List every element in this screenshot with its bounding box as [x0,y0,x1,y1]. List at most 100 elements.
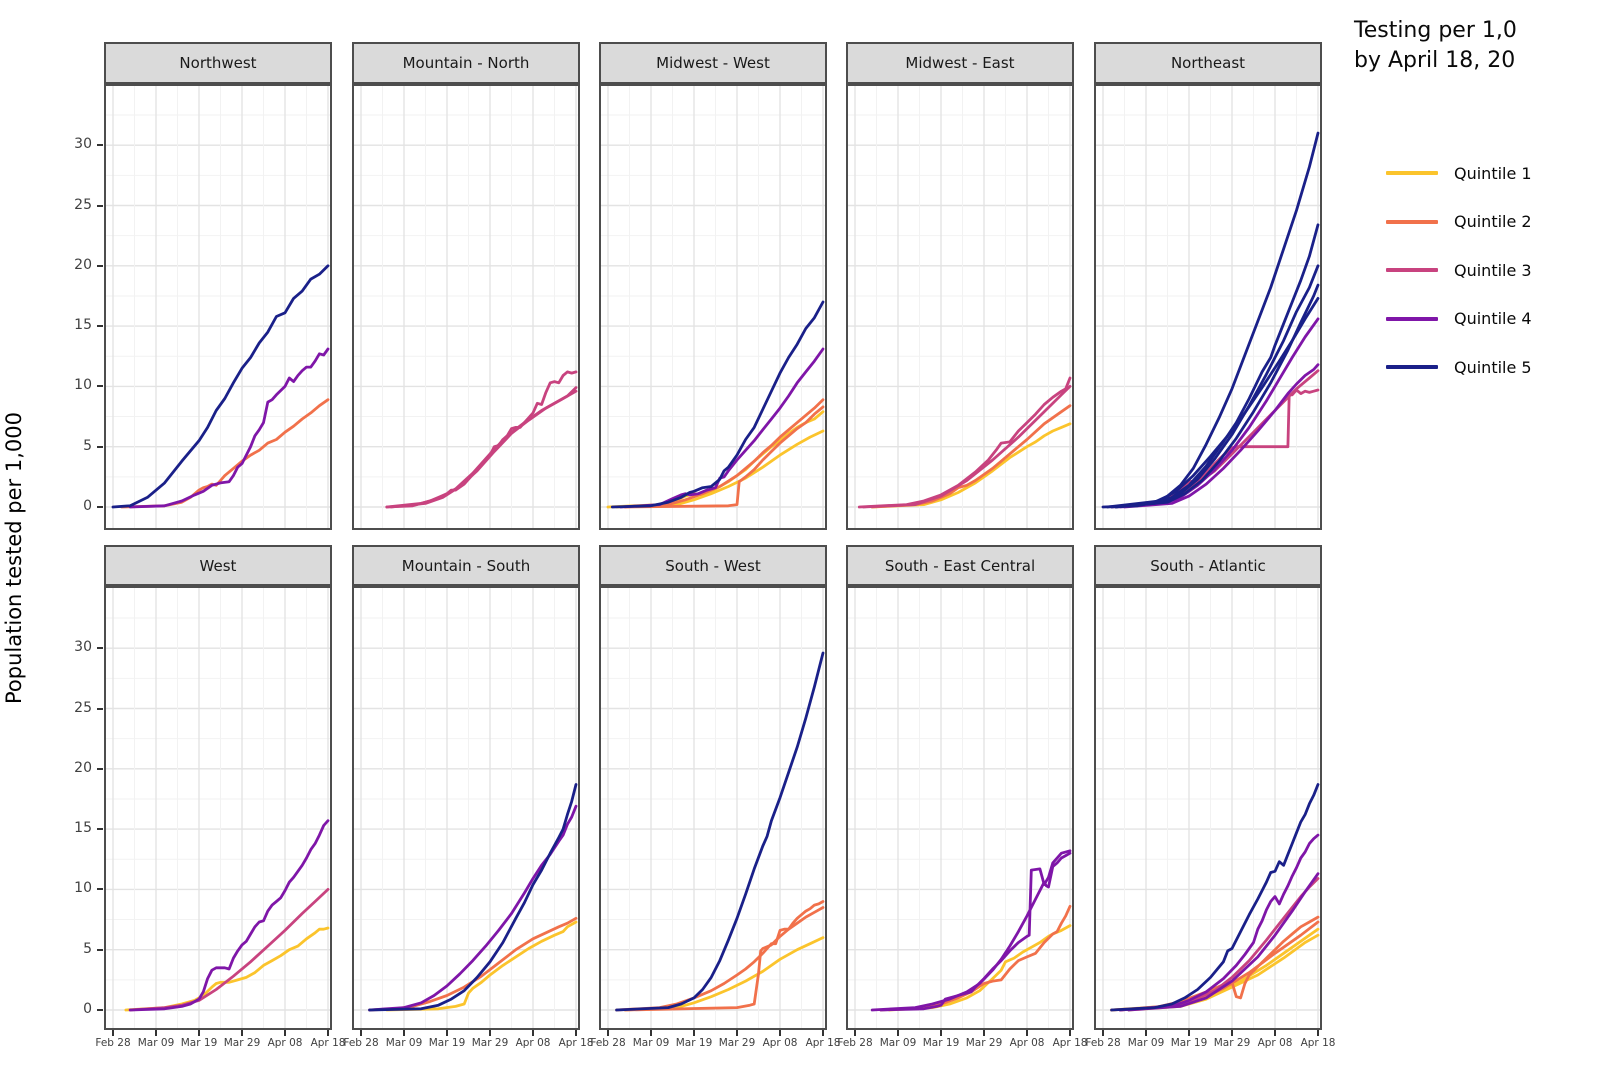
legend-label: Quintile 4 [1454,309,1532,328]
series-line-quintile-1 [870,422,1072,509]
x-tick-label: Apr 18 [1300,1037,1336,1049]
x-tick-mark [446,1030,448,1036]
series-line-quintile-2 [870,404,1072,509]
x-tick-mark [854,1030,856,1036]
series-line-quintile-4 [879,849,1072,1012]
y-tick-mark [97,647,103,650]
series-line-quintile-5 [1114,264,1320,509]
x-tick-mark [1145,1030,1147,1036]
x-tick-label: Mar 29 [471,1037,509,1049]
y-tick-mark [97,828,103,831]
y-tick-label: 30 [74,639,92,656]
facet-panel-mountain-north [352,84,580,530]
x-tick-mark [112,1030,114,1036]
x-tick-mark [575,1030,577,1036]
facet-panel-south-east-central [846,586,1074,1030]
x-tick-label: Mar 29 [1213,1037,1251,1049]
facet-panel-northwest [104,84,332,530]
series-line-quintile-5 [1110,783,1320,1012]
x-tick-label: Apr 18 [805,1037,841,1049]
series-line-quintile-5 [1101,131,1320,509]
x-tick-label: Apr 18 [558,1037,594,1049]
x-tick-label: Apr 18 [1052,1037,1088,1049]
legend-swatch [1386,316,1438,321]
series-line-quintile-5 [368,783,578,1012]
series-line-quintile-2 [623,405,825,509]
y-tick-mark [97,325,103,328]
series-line-quintile-5 [1114,283,1320,509]
legend-title-line-2: by April 18, 20 [1354,47,1516,73]
x-tick-mark [1102,1030,1104,1036]
series-line-quintile-4 [1127,872,1320,1012]
x-tick-mark [284,1030,286,1036]
x-tick-mark [1317,1030,1319,1036]
series-line-quintile-4 [1123,363,1320,509]
facet-panel-west [104,586,332,1030]
y-tick-mark [97,445,103,448]
x-tick-label: Mar 09 [385,1037,423,1049]
facet-panel-mountain-south [352,586,580,1030]
x-tick-label: Apr 18 [310,1037,346,1049]
x-tick-label: Mar 29 [223,1037,261,1049]
y-tick-mark [97,948,103,951]
x-tick-mark [360,1030,362,1036]
y-tick-label: 20 [74,256,92,273]
facet-header-mountain-north: Mountain - North [352,42,580,84]
facet-header-south-west: South - West [599,545,827,586]
x-tick-mark [489,1030,491,1036]
x-tick-label: Apr 08 [267,1037,303,1049]
x-tick-mark [532,1030,534,1036]
legend-label: Quintile 5 [1454,357,1532,377]
y-tick-mark [97,144,103,147]
series-line-quintile-5 [610,300,825,509]
x-tick-label: Apr 08 [1257,1037,1293,1049]
y-tick-label: 15 [74,820,92,837]
y-tick-label: 25 [74,196,92,213]
y-tick-label: 20 [74,759,92,776]
series-line-quintile-4 [128,819,330,1012]
series-line-quintile-2 [615,900,825,1012]
x-tick-label: Mar 19 [180,1037,218,1049]
x-tick-mark [822,1030,824,1036]
y-tick-label: 0 [83,1001,92,1017]
y-tick-mark [97,506,103,508]
series-line-quintile-4 [368,804,578,1012]
legend-entry-quintile-2: Quintile 2 [1386,210,1532,234]
x-tick-mark [327,1030,329,1036]
y-tick-mark [97,204,103,207]
x-tick-mark [693,1030,695,1036]
x-tick-mark [736,1030,738,1036]
x-tick-label: Mar 09 [1127,1037,1165,1049]
x-tick-mark [779,1030,781,1036]
x-tick-label: Apr 08 [762,1037,798,1049]
series-line-quintile-3 [857,376,1072,509]
legend-label: Quintile 2 [1454,212,1532,231]
x-tick-mark [897,1030,899,1036]
facet-panel-south-west [599,586,827,1030]
series-line-quintile-2 [623,398,825,509]
y-tick-label: 5 [83,437,92,454]
x-tick-label: Mar 19 [428,1037,466,1049]
series-line-quintile-5 [615,651,825,1012]
series-line-quintile-4 [1118,833,1320,1012]
x-tick-mark [1026,1030,1028,1036]
facet-header-northeast: Northeast [1094,42,1322,84]
legend-label: Quintile 1 [1454,163,1532,183]
legend-entry-quintile-1: Quintile 1 [1386,161,1532,185]
y-tick-label: 15 [74,317,92,334]
x-tick-label: Apr 08 [515,1037,551,1049]
x-tick-label: Apr 08 [1009,1037,1045,1049]
legend-swatch [1386,171,1438,175]
x-tick-mark [155,1030,157,1036]
facet-panel-midwest-east [846,84,1074,530]
x-tick-mark [1231,1030,1233,1036]
x-tick-label: Feb 28 [1085,1037,1121,1049]
series-line-quintile-2 [623,906,825,1012]
y-tick-label: 10 [74,377,92,394]
y-tick-label: 25 [74,699,92,716]
y-tick-mark [97,385,103,388]
series-line-quintile-4 [619,347,825,509]
x-tick-label: Mar 29 [965,1037,1003,1049]
x-tick-label: Mar 29 [718,1037,756,1049]
